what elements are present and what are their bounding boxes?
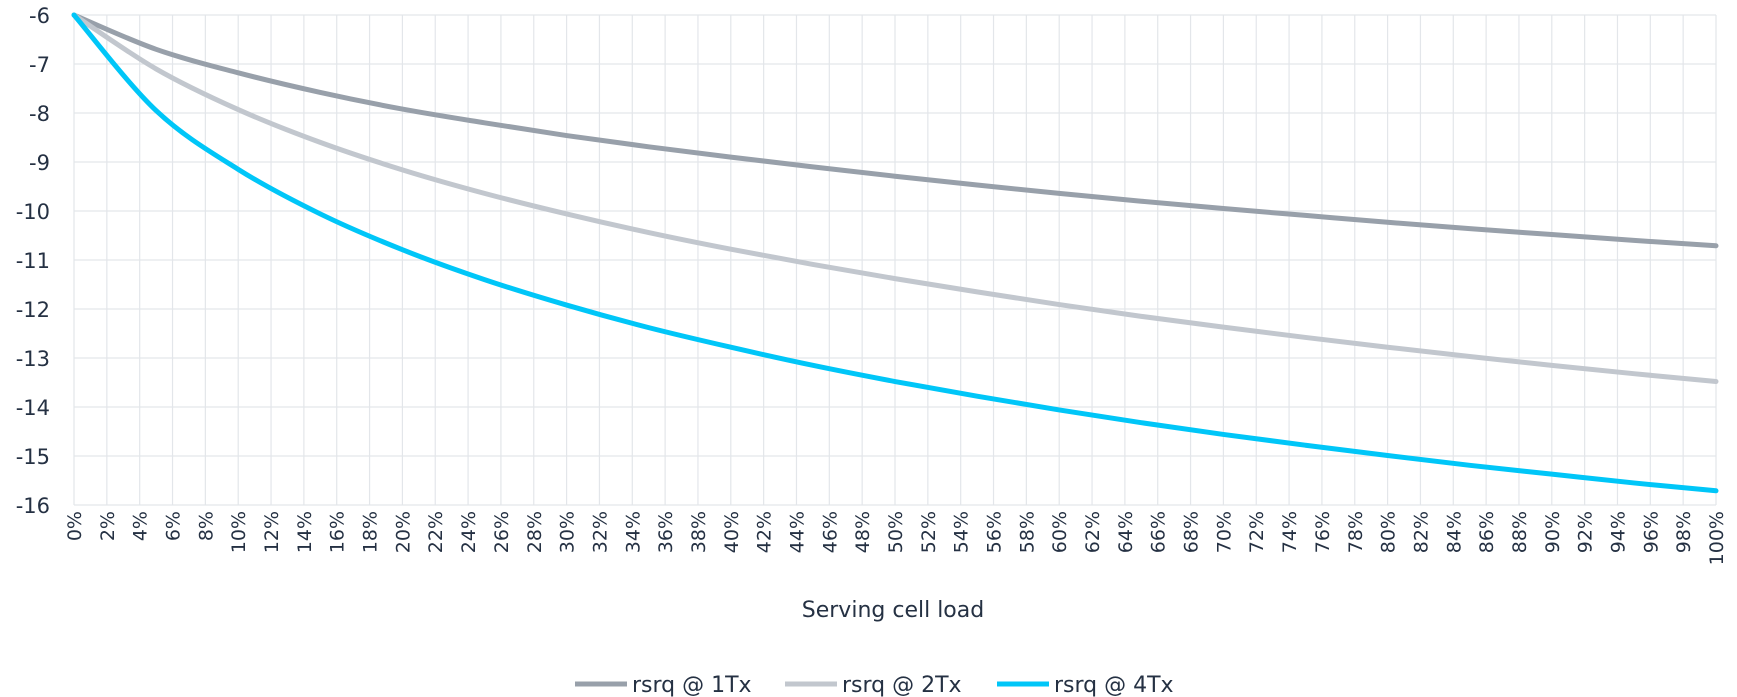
y-tick-label: -10 bbox=[16, 200, 50, 224]
legend-label: rsrq @ 2Tx bbox=[842, 673, 962, 697]
y-tick-label: -8 bbox=[29, 102, 50, 126]
series-line-1 bbox=[71, 12, 1719, 249]
x-tick-label: 94% bbox=[1607, 511, 1629, 553]
x-tick-label: 62% bbox=[1082, 511, 1104, 553]
legend-label: rsrq @ 1Tx bbox=[632, 673, 752, 697]
y-tick-label: -7 bbox=[29, 53, 50, 77]
x-tick-label: 16% bbox=[327, 511, 349, 553]
x-tick-label: 30% bbox=[557, 511, 579, 553]
legend-item: rsrq @ 2Tx bbox=[785, 673, 962, 697]
x-tick-label: 44% bbox=[786, 511, 808, 553]
x-tick-label: 66% bbox=[1148, 511, 1170, 553]
x-tick-label: 58% bbox=[1016, 511, 1038, 553]
x-tick-label: 70% bbox=[1213, 511, 1235, 553]
y-tick-label: -6 bbox=[29, 4, 50, 28]
x-tick-label: 40% bbox=[721, 511, 743, 553]
x-tick-label: 4% bbox=[130, 511, 152, 541]
x-tick-label: 86% bbox=[1476, 511, 1498, 553]
x-tick-label: 82% bbox=[1410, 511, 1432, 553]
x-tick-label: 10% bbox=[228, 511, 250, 553]
x-tick-label: 6% bbox=[163, 511, 185, 541]
x-tick-label: 52% bbox=[918, 511, 940, 553]
x-tick-label: 80% bbox=[1378, 511, 1400, 553]
y-tick-label: -11 bbox=[16, 249, 50, 273]
legend-item: rsrq @ 1Tx bbox=[575, 673, 752, 697]
series-line-2 bbox=[71, 12, 1719, 385]
x-tick-label: 72% bbox=[1246, 511, 1268, 553]
x-tick-label: 76% bbox=[1312, 511, 1334, 553]
x-tick-label: 36% bbox=[655, 511, 677, 553]
x-tick-label: 48% bbox=[852, 511, 874, 553]
x-tick-label: 92% bbox=[1575, 511, 1597, 553]
x-tick-label: 54% bbox=[951, 511, 973, 553]
y-tick-label: -12 bbox=[16, 298, 50, 322]
x-axis-title: Serving cell load bbox=[802, 598, 984, 623]
y-tick-label: -9 bbox=[29, 151, 50, 175]
legend-label: rsrq @ 4Tx bbox=[1054, 673, 1174, 697]
y-tick-label: -13 bbox=[16, 347, 50, 371]
x-tick-label: 90% bbox=[1542, 511, 1564, 553]
x-tick-label: 32% bbox=[589, 511, 611, 553]
x-tick-label: 74% bbox=[1279, 511, 1301, 553]
x-tick-label: 26% bbox=[491, 511, 513, 553]
x-tick-label: 12% bbox=[261, 511, 283, 553]
x-tick-label: 56% bbox=[984, 511, 1006, 553]
x-tick-label: 46% bbox=[819, 511, 841, 553]
x-tick-label: 96% bbox=[1640, 511, 1662, 553]
x-tick-label: 64% bbox=[1115, 511, 1137, 553]
x-tick-label: 2% bbox=[97, 511, 119, 541]
x-tick-label: 78% bbox=[1345, 511, 1367, 553]
y-tick-label: -14 bbox=[16, 396, 50, 420]
x-tick-label: 20% bbox=[392, 511, 414, 553]
x-tick-label: 42% bbox=[754, 511, 776, 553]
x-tick-label: 22% bbox=[425, 511, 447, 553]
series-line-3 bbox=[71, 12, 1719, 494]
x-tick-label: 38% bbox=[688, 511, 710, 553]
x-tick-label: 8% bbox=[195, 511, 217, 541]
y-axis-ticks: -6 -7 -8 -9 -10 -11 -12 -13 -14 -15 -16 bbox=[16, 4, 50, 518]
x-tick-label: 34% bbox=[622, 511, 644, 553]
x-tick-label: 50% bbox=[885, 511, 907, 553]
x-tick-label: 14% bbox=[294, 511, 316, 553]
x-axis-ticks: 0% 2% 4% 6% 8% 10% 12% 14% 16% 18% 20% 22% 24% 26% 28%… bbox=[64, 511, 1728, 565]
legend-item: rsrq @ 4Tx bbox=[997, 673, 1174, 697]
y-tick-label: -15 bbox=[16, 445, 50, 469]
x-tick-label: 68% bbox=[1181, 511, 1203, 553]
legend: rsrq @ 1Tx rsrq @ 2Tx rsrq @ 4Tx bbox=[575, 673, 1174, 697]
x-tick-label: 88% bbox=[1509, 511, 1531, 553]
series-lines bbox=[71, 12, 1719, 494]
x-tick-label: 84% bbox=[1443, 511, 1465, 553]
x-tick-label: 100% bbox=[1706, 511, 1728, 565]
x-tick-label: 98% bbox=[1673, 511, 1695, 553]
x-tick-label: 28% bbox=[524, 511, 546, 553]
grid bbox=[73, 14, 1717, 506]
x-tick-label: 24% bbox=[458, 511, 480, 553]
x-tick-label: 18% bbox=[360, 511, 382, 553]
y-tick-label: -16 bbox=[16, 494, 50, 518]
x-tick-label: 60% bbox=[1049, 511, 1071, 553]
x-tick-label: 0% bbox=[64, 511, 86, 541]
